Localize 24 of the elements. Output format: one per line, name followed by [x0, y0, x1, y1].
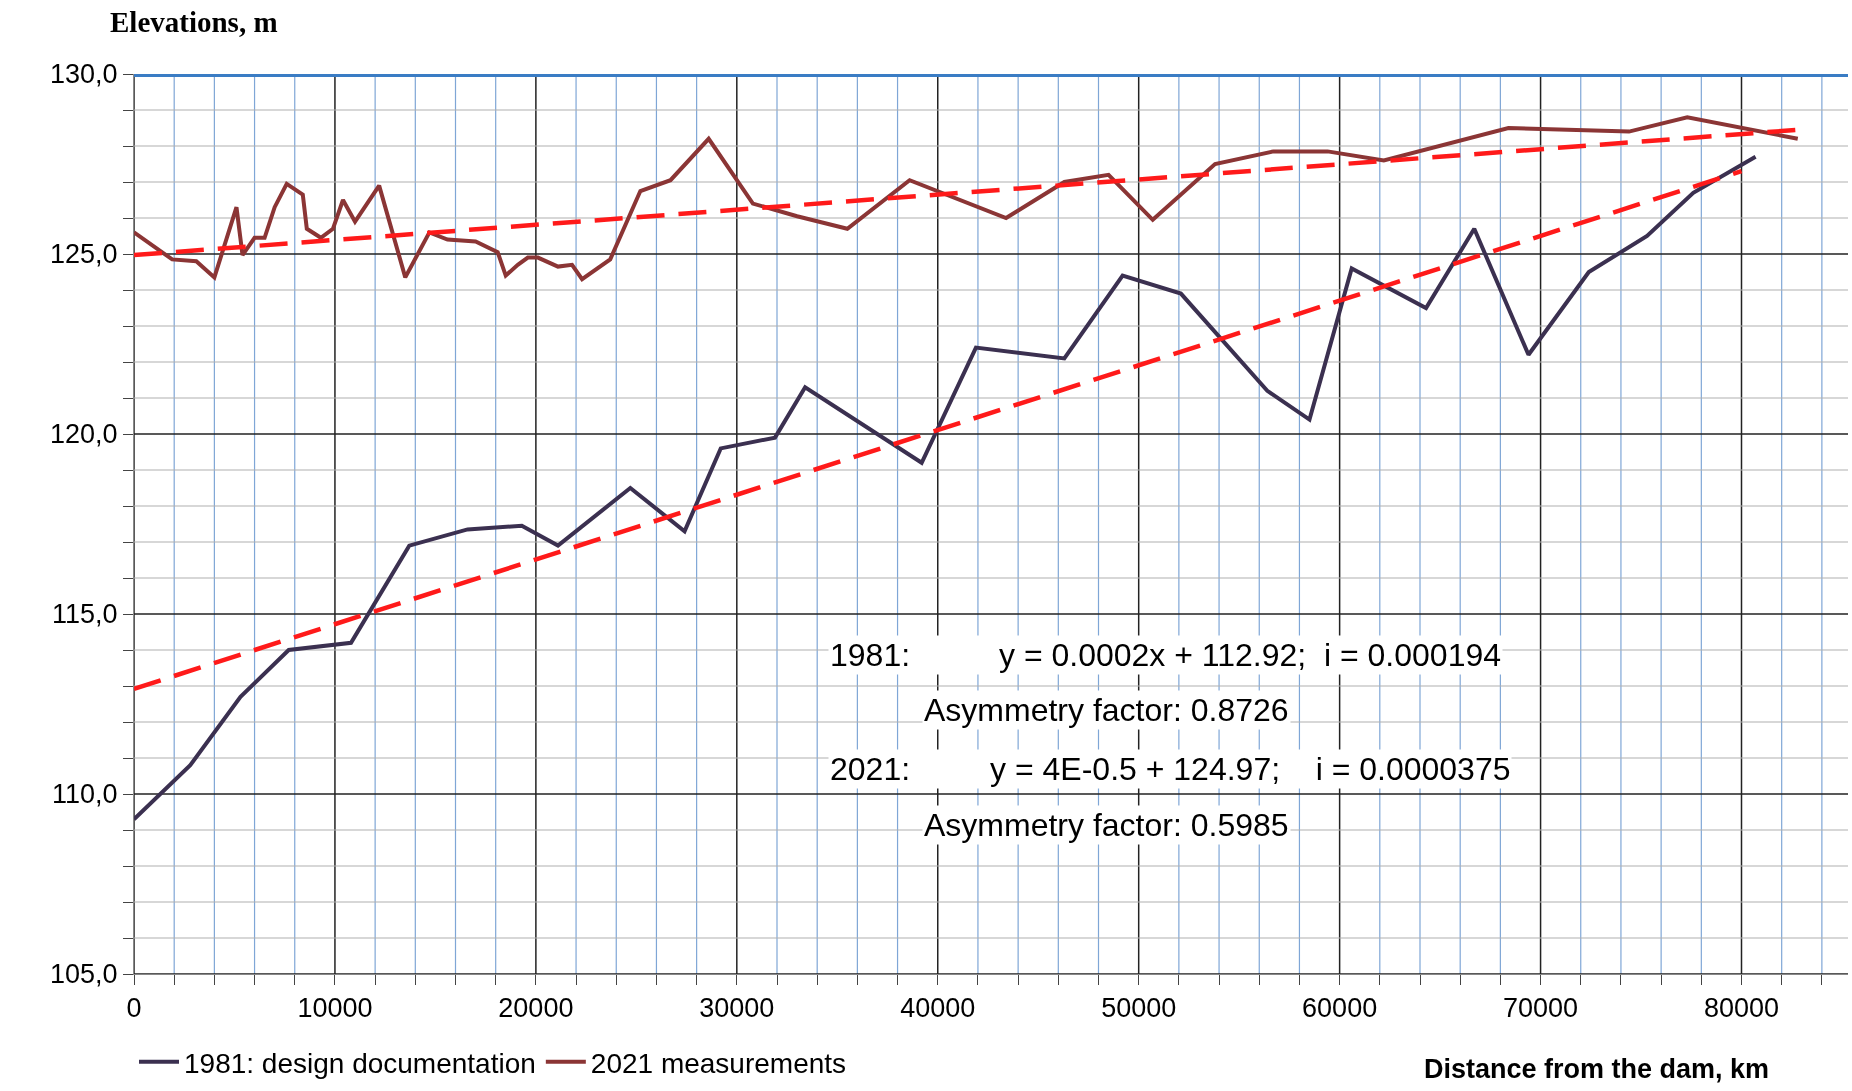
y-tick-label: 105,0	[50, 959, 118, 990]
y-tick-label: 115,0	[52, 599, 118, 630]
x-axis-title: Distance from the dam, km	[1424, 1054, 1770, 1084]
x-tick-label: 60000	[1302, 993, 1378, 1024]
annotation: Asymmetry factor: 0.5985	[924, 807, 1289, 843]
x-tick-label: 0	[126, 993, 142, 1024]
x-tick-label: 20000	[498, 993, 574, 1024]
x-tick-label: 10000	[297, 993, 373, 1024]
line-series	[134, 115, 1800, 282]
annotation: 1981: y = 0.0002x + 112.92; i = 0.000194	[830, 637, 1502, 673]
x-tick-label: 80000	[1703, 993, 1780, 1024]
x-tick-label: 40000	[900, 993, 976, 1024]
y-tick-label: 120,0	[50, 419, 118, 450]
legend-label: 2021 measurements	[590, 1047, 847, 1079]
y-tick-label: 130,0	[50, 59, 118, 90]
x-tick-label: 70000	[1503, 993, 1579, 1024]
annotation: 2021: y = 4E-0.5 + 124.97; i = 0.0000375	[830, 751, 1511, 787]
legend-label: 1981: design documentation	[184, 1047, 536, 1079]
annotation: Asymmetry factor: 0.8726	[924, 692, 1289, 728]
y-tick-label: 125,0	[50, 239, 118, 270]
x-tick-label: 30000	[699, 993, 775, 1024]
y-axis-title: Elevations, m	[110, 6, 278, 38]
x-tick-label: 50000	[1101, 993, 1177, 1024]
y-tick-label: 110,0	[52, 779, 118, 810]
